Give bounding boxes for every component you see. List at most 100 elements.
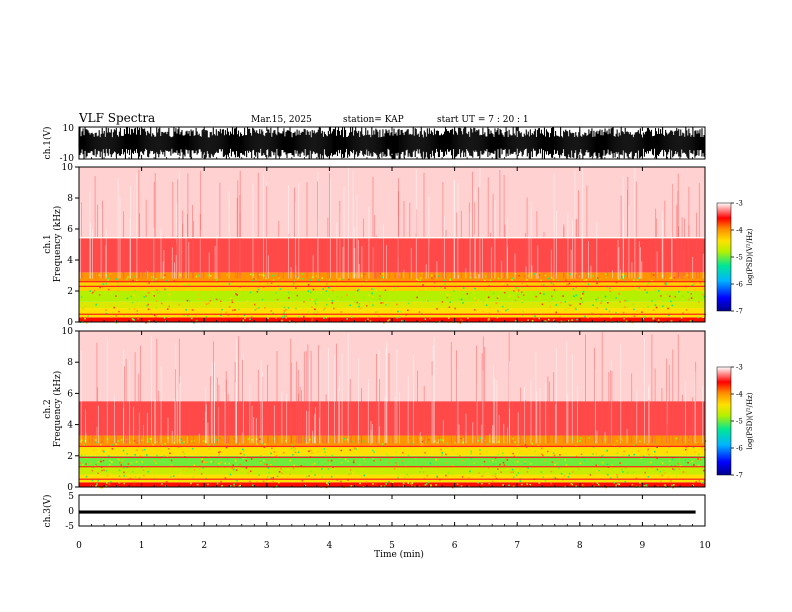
spec-speckle <box>328 279 331 281</box>
spec-speckle <box>419 471 421 473</box>
spec-speckle <box>143 291 145 293</box>
spec-streak <box>303 418 305 444</box>
spec-streak <box>516 246 518 279</box>
spec-speckle <box>442 292 444 294</box>
spec-speckle <box>328 286 330 289</box>
spec-speckle <box>669 295 671 298</box>
spec-speckle <box>318 279 320 281</box>
spec-speckle <box>112 311 114 314</box>
spec-speckle <box>494 457 497 459</box>
spec-speckle <box>440 286 442 289</box>
spec-speckle <box>304 484 307 487</box>
spec-speckle <box>635 289 637 291</box>
spec-speckle <box>261 442 264 445</box>
spec-speckle <box>675 288 678 291</box>
spec-speckle <box>563 475 566 477</box>
spec-speckle <box>497 310 499 313</box>
spec-speckle <box>656 468 659 471</box>
spec-speckle <box>414 485 416 488</box>
spec-speckle <box>497 468 499 470</box>
spec-speckle <box>541 447 543 450</box>
spec-streak <box>257 369 259 444</box>
spec-speckle <box>95 306 97 308</box>
spec-speckle <box>595 464 597 467</box>
spec-speckle <box>202 467 204 469</box>
spec-speckle <box>130 462 133 464</box>
spec-speckle <box>497 453 500 456</box>
spec-speckle <box>482 310 485 313</box>
spec-speckle <box>549 306 551 308</box>
spec-speckle <box>691 460 693 463</box>
spec-streak <box>498 414 500 444</box>
spec-streak <box>420 436 422 444</box>
spec-speckle <box>136 279 138 282</box>
spec-speckle <box>693 282 696 285</box>
spec-speckle <box>333 307 335 310</box>
spec-speckle <box>103 469 105 471</box>
spec-speckle <box>224 462 227 465</box>
spec-speckle <box>567 476 570 478</box>
spec-streak <box>444 215 445 279</box>
spec-streak <box>288 233 290 279</box>
spec-speckle <box>529 451 531 454</box>
spec-speckle <box>250 273 252 276</box>
spec-streak <box>158 391 160 444</box>
spec-speckle <box>441 454 444 456</box>
spec-speckle <box>221 485 223 487</box>
time-tick-label: 0 <box>76 541 82 551</box>
spec-speckle <box>81 473 84 475</box>
spec-speckle <box>508 484 510 486</box>
spec-speckle <box>485 292 487 294</box>
spec-speckle <box>396 316 399 319</box>
spec-streak <box>604 431 606 444</box>
spec-speckle <box>632 303 635 306</box>
spec-speckle <box>365 280 368 282</box>
spec-speckle <box>647 282 650 284</box>
spec-speckle <box>539 447 542 450</box>
spec-streak <box>372 424 373 444</box>
spec-speckle <box>225 312 228 314</box>
spec-speckle <box>310 291 312 294</box>
spec-streak <box>306 182 308 279</box>
spec-streak <box>358 358 359 444</box>
spec-streak <box>356 195 358 279</box>
spec-speckle <box>130 295 132 298</box>
spec-speckle <box>239 457 241 460</box>
time-tick-label: 4 <box>327 541 333 551</box>
spec-speckle <box>542 454 544 457</box>
spec-speckle <box>560 301 562 304</box>
spec-streak <box>469 212 471 279</box>
spec-speckle <box>385 453 388 455</box>
spec-speckle <box>428 481 430 484</box>
spec-line <box>79 445 705 448</box>
spec-speckle <box>622 467 625 469</box>
spec-streak <box>175 369 176 444</box>
spec-speckle <box>197 480 199 482</box>
spec-speckle <box>109 473 112 476</box>
spec-speckle <box>579 303 581 305</box>
spec-speckle <box>146 454 148 456</box>
spec-speckle <box>234 460 237 462</box>
spec-streak <box>101 436 103 444</box>
spec-speckle <box>386 466 388 469</box>
spec-speckle <box>702 482 705 484</box>
spec-streak <box>520 387 522 444</box>
spec-speckle <box>449 278 452 280</box>
spec-speckle <box>568 282 571 285</box>
spec-speckle <box>328 298 330 300</box>
spec-streak <box>323 412 325 444</box>
spec-speckle <box>481 482 483 485</box>
spec-speckle <box>368 294 370 297</box>
spec-speckle <box>163 274 166 276</box>
spec-speckle <box>259 438 261 440</box>
spec-speckle <box>502 452 504 455</box>
spec-speckle <box>220 300 222 302</box>
spec-speckle <box>215 279 218 281</box>
spec-speckle <box>239 482 242 484</box>
spec-streak <box>511 401 513 444</box>
spec-speckle <box>344 438 346 441</box>
spec-speckle <box>136 300 139 302</box>
spec-speckle <box>667 476 670 479</box>
spec-speckle <box>173 280 176 282</box>
spec-streak <box>319 269 321 279</box>
